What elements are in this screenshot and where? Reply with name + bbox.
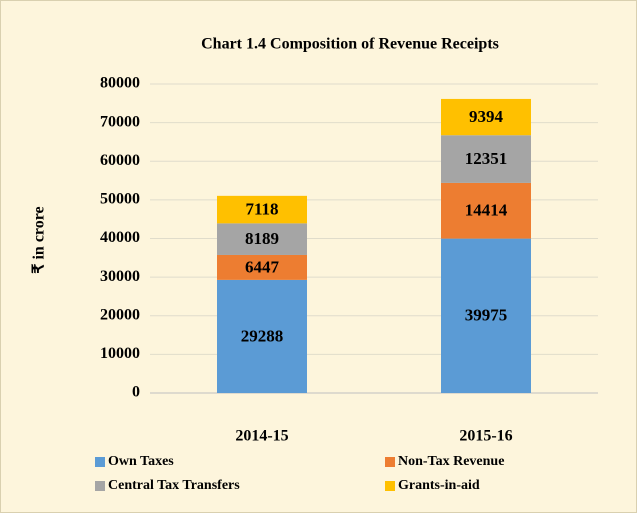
y-tick-label: 20000 <box>100 306 140 323</box>
legend-label: Non-Tax Revenue <box>398 454 504 469</box>
data-label: 12351 <box>465 149 508 168</box>
bar-segment <box>441 238 531 393</box>
legend-swatch <box>95 481 105 491</box>
data-label: 9394 <box>469 107 504 126</box>
data-label: 14414 <box>465 201 508 220</box>
bar-segment <box>441 182 531 239</box>
y-tick-label: 80000 <box>100 75 140 92</box>
bar-segment <box>441 135 531 183</box>
x-tick-label: 2014-15 <box>235 428 288 445</box>
legend-label: Own Taxes <box>108 454 174 469</box>
bar-segment <box>217 254 307 280</box>
y-tick-label: 30000 <box>100 268 140 285</box>
data-label: 8189 <box>245 229 279 248</box>
legend-swatch <box>95 457 105 467</box>
data-label: 6447 <box>245 257 280 276</box>
legend-label: Grants-in-aid <box>398 478 480 493</box>
chart-title: Chart 1.4 Composition of Revenue Receipt… <box>201 36 499 53</box>
x-tick-label: 2015-16 <box>459 428 512 445</box>
y-tick-label: 60000 <box>100 152 140 169</box>
legend-swatch <box>385 481 395 491</box>
data-label: 7118 <box>245 200 278 219</box>
y-tick-label: 10000 <box>100 345 140 362</box>
data-label: 29288 <box>241 326 284 345</box>
data-label: 39975 <box>465 306 508 325</box>
y-axis-label: ₹ in crore <box>31 206 48 273</box>
legend-label: Central Tax Transfers <box>108 478 240 493</box>
bar-segment <box>441 98 531 136</box>
y-tick-label: 40000 <box>100 229 140 246</box>
bar-segment <box>217 195 307 224</box>
y-tick-label: 70000 <box>100 113 140 130</box>
y-tick-label: 50000 <box>100 191 140 208</box>
bar-segment <box>217 223 307 255</box>
bar-segment <box>217 279 307 393</box>
y-tick-label: 0 <box>132 384 140 401</box>
legend-swatch <box>385 457 395 467</box>
